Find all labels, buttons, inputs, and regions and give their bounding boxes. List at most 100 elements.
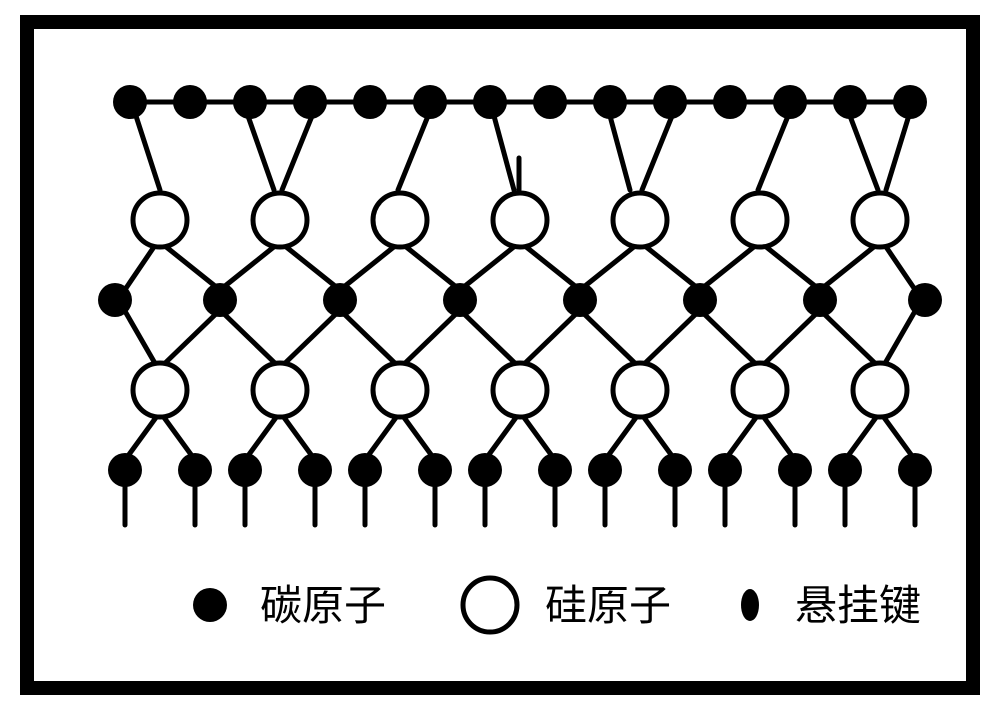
bond	[460, 242, 520, 290]
silicon-atom	[463, 578, 517, 632]
carbon-atom	[713, 85, 747, 119]
silicon-atom	[733, 363, 787, 417]
bond	[886, 112, 910, 190]
silicon-atom	[493, 193, 547, 247]
bond	[760, 242, 820, 290]
bond	[400, 412, 435, 460]
silicon-atom	[613, 363, 667, 417]
bond	[340, 310, 400, 368]
bond	[160, 412, 195, 460]
diagram-container: 碳原子 硅原子 悬挂键	[20, 15, 980, 695]
silicon-atom	[853, 363, 907, 417]
lattice-diagram: 碳原子 硅原子 悬挂键	[20, 15, 980, 695]
bond	[282, 116, 312, 190]
carbon-atom	[193, 588, 227, 622]
bond	[640, 412, 675, 460]
silicon-atom	[133, 193, 187, 247]
legend-label: 硅原子	[545, 584, 671, 630]
silicon-atom	[133, 363, 187, 417]
carbon-atom	[418, 453, 452, 487]
carbon-atom	[413, 85, 447, 119]
carbon-atom	[298, 453, 332, 487]
bond	[460, 310, 520, 368]
carbon-atom	[323, 283, 357, 317]
carbon-atom	[468, 453, 502, 487]
carbon-atom	[178, 453, 212, 487]
bond	[520, 310, 580, 368]
bond	[365, 412, 400, 460]
silicon-atom	[373, 363, 427, 417]
carbon-atom	[473, 85, 507, 119]
bond	[850, 116, 878, 190]
carbon-atom	[113, 85, 147, 119]
bond	[760, 310, 820, 368]
bond	[610, 116, 630, 190]
carbon-atom	[893, 85, 927, 119]
bond	[398, 116, 428, 190]
bond	[280, 310, 340, 368]
bond	[248, 116, 274, 190]
carbon-atom	[538, 453, 572, 487]
carbon-atom	[233, 85, 267, 119]
carbon-atom	[563, 283, 597, 317]
carbon-atom	[708, 453, 742, 487]
carbon-atom	[683, 283, 717, 317]
carbon-atom	[98, 283, 132, 317]
bond	[700, 310, 760, 368]
carbon-atom	[908, 283, 942, 317]
carbon-atom	[778, 453, 812, 487]
bond	[340, 242, 400, 290]
carbon-atom	[228, 453, 262, 487]
silicon-atom	[733, 193, 787, 247]
bond	[845, 412, 880, 460]
bond	[485, 412, 520, 460]
bond	[700, 242, 760, 290]
bond	[640, 310, 700, 368]
bond	[640, 242, 700, 290]
bond	[605, 412, 640, 460]
silicon-atom	[253, 363, 307, 417]
carbon-atom	[353, 85, 387, 119]
bond	[125, 412, 160, 460]
bond	[580, 242, 640, 290]
carbon-atom	[833, 85, 867, 119]
carbon-atom	[803, 283, 837, 317]
bond	[580, 310, 640, 368]
carbon-atom	[658, 453, 692, 487]
carbon-atom	[588, 453, 622, 487]
bond	[520, 242, 580, 290]
bond	[160, 242, 220, 290]
carbon-atom	[828, 453, 862, 487]
bond	[400, 242, 460, 290]
bond	[280, 242, 340, 290]
carbon-atom	[443, 283, 477, 317]
bond	[880, 412, 915, 460]
bond	[245, 412, 280, 460]
bond	[725, 412, 760, 460]
bond	[820, 242, 880, 290]
carbon-atom	[348, 453, 382, 487]
bond	[280, 412, 315, 460]
carbon-atom	[593, 85, 627, 119]
bond	[136, 116, 160, 190]
bond	[400, 310, 460, 368]
bond	[220, 310, 280, 368]
carbon-atom	[203, 283, 237, 317]
carbon-atom	[653, 85, 687, 119]
silicon-atom	[373, 193, 427, 247]
bond	[160, 310, 220, 368]
carbon-atom	[108, 453, 142, 487]
legend-label: 碳原子	[260, 584, 386, 630]
bond	[758, 116, 788, 190]
carbon-atom	[533, 85, 567, 119]
carbon-atom	[898, 453, 932, 487]
silicon-atom	[253, 193, 307, 247]
carbon-atom	[293, 85, 327, 119]
bond	[520, 412, 555, 460]
carbon-atom	[173, 85, 207, 119]
bond	[642, 116, 672, 190]
dangling-bond-icon	[741, 589, 759, 621]
carbon-atom	[773, 85, 807, 119]
legend-label: 悬挂键	[795, 584, 921, 630]
bond	[820, 310, 880, 368]
